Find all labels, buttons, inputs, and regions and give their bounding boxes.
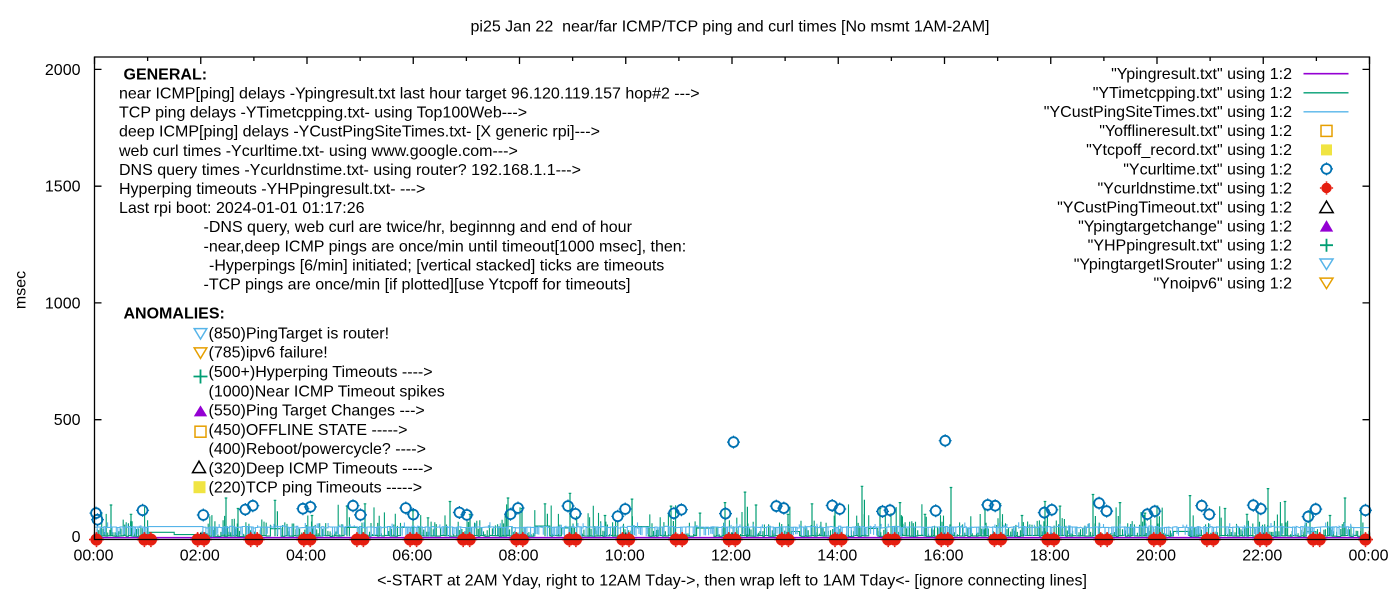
svg-text:22:00: 22:00 [1242, 548, 1282, 565]
svg-text:(450)OFFLINE STATE ----->: (450)OFFLINE STATE -----> [209, 422, 408, 439]
svg-text:Last rpi boot: 2024-01-01 01:1: Last rpi boot: 2024-01-01 01:17:26 [119, 200, 365, 217]
svg-text:"Ytcpoff_record.txt" using 1:2: "Ytcpoff_record.txt" using 1:2 [1086, 142, 1292, 159]
svg-text:16:00: 16:00 [923, 548, 963, 565]
svg-text:06:00: 06:00 [392, 548, 432, 565]
svg-text:<-START at 2AM Yday, right to: <-START at 2AM Yday, right to 12AM Tday-… [377, 573, 1087, 590]
svg-text:GENERAL:: GENERAL: [124, 66, 208, 83]
svg-text:pi25 Jan 22 near/far ICMP/TCP: pi25 Jan 22 near/far ICMP/TCP ping and c… [470, 19, 989, 36]
svg-text:(400)Reboot/powercycle? ---->: (400)Reboot/powercycle? ----> [209, 441, 426, 458]
svg-text:(320)Deep ICMP Timeouts ---->: (320)Deep ICMP Timeouts ----> [209, 460, 433, 477]
svg-text:(1000)Near ICMP Timeout spikes: (1000)Near ICMP Timeout spikes [209, 383, 445, 400]
svg-text:-near,deep ICMP pings are once: -near,deep ICMP pings are once/min until… [204, 238, 687, 255]
svg-text:(550)Ping Target Changes --->: (550)Ping Target Changes ---> [209, 403, 425, 420]
svg-text:"Yofflineresult.txt" using 1:2: "Yofflineresult.txt" using 1:2 [1099, 123, 1292, 140]
svg-text:web curl times -Ycurltime.txt-: web curl times -Ycurltime.txt- using www… [118, 143, 518, 160]
svg-text:deep ICMP[ping] delays -YCustP: deep ICMP[ping] delays -YCustPingSiteTim… [119, 124, 600, 141]
svg-text:18:00: 18:00 [1030, 548, 1070, 565]
svg-text:"YCustPingTimeout.txt" using 1: "YCustPingTimeout.txt" using 1:2 [1057, 199, 1292, 216]
svg-text:(785)ipv6 failure!: (785)ipv6 failure! [209, 345, 328, 362]
svg-text:"Ypingtargetchange" using 1:2: "Ypingtargetchange" using 1:2 [1078, 218, 1292, 235]
svg-text:-DNS query, web curl are twice: -DNS query, web curl are twice/hr, begin… [204, 219, 633, 236]
svg-text:TCP ping delays -YTimetcpping.: TCP ping delays -YTimetcpping.txt- using… [119, 105, 527, 122]
svg-text:msec: msec [13, 271, 30, 309]
svg-text:"YCustPingSiteTimes.txt" using: "YCustPingSiteTimes.txt" using 1:2 [1044, 104, 1292, 121]
svg-text:"Ynoipv6" using 1:2: "Ynoipv6" using 1:2 [1153, 276, 1292, 293]
svg-text:"Ypingresult.txt" using 1:2: "Ypingresult.txt" using 1:2 [1111, 66, 1292, 83]
svg-text:14:00: 14:00 [817, 548, 857, 565]
svg-text:-Hyperpings [6/min] initiated;: -Hyperpings [6/min] initiated; [vertical… [209, 257, 664, 274]
svg-text:(500+)Hyperping Timeouts ---->: (500+)Hyperping Timeouts ----> [209, 364, 433, 381]
svg-text:(850)PingTarget is router!: (850)PingTarget is router! [209, 325, 390, 342]
svg-text:ANOMALIES:: ANOMALIES: [124, 305, 225, 322]
svg-text:1500: 1500 [45, 179, 81, 196]
svg-text:08:00: 08:00 [498, 548, 538, 565]
svg-text:"Ycurltime.txt" using 1:2: "Ycurltime.txt" using 1:2 [1123, 161, 1292, 178]
svg-text:00:00: 00:00 [73, 548, 113, 565]
svg-text:"YpingtargetISrouter" using 1:: "YpingtargetISrouter" using 1:2 [1074, 257, 1292, 274]
svg-text:"Ycurldnstime.txt" using 1:2: "Ycurldnstime.txt" using 1:2 [1097, 180, 1292, 197]
svg-text:(220)TCP ping Timeouts ----->: (220)TCP ping Timeouts -----> [209, 480, 423, 497]
svg-text:500: 500 [54, 412, 81, 429]
svg-text:-TCP pings are once/min [if pl: -TCP pings are once/min [if plotted][use… [204, 277, 631, 294]
svg-text:DNS query times -Ycurldnstime.: DNS query times -Ycurldnstime.txt- using… [119, 162, 581, 179]
svg-text:00:00: 00:00 [1348, 548, 1388, 565]
svg-text:"YHPpingresult.txt" using 1:2: "YHPpingresult.txt" using 1:2 [1088, 237, 1292, 254]
svg-text:04:00: 04:00 [286, 548, 326, 565]
svg-text:20:00: 20:00 [1136, 548, 1176, 565]
svg-text:1000: 1000 [45, 295, 81, 312]
svg-text:10:00: 10:00 [605, 548, 645, 565]
svg-text:near ICMP[ping] delays -Ypingr: near ICMP[ping] delays -Ypingresult.txt … [119, 86, 700, 103]
svg-text:Hyperping timeouts -YHPpingres: Hyperping timeouts -YHPpingresult.txt- -… [119, 181, 425, 198]
svg-text:0: 0 [72, 529, 81, 546]
svg-text:02:00: 02:00 [180, 548, 220, 565]
svg-text:2000: 2000 [45, 62, 81, 79]
svg-text:"YTimetcpping.txt" using 1:2: "YTimetcpping.txt" using 1:2 [1093, 85, 1292, 102]
svg-text:12:00: 12:00 [711, 548, 751, 565]
